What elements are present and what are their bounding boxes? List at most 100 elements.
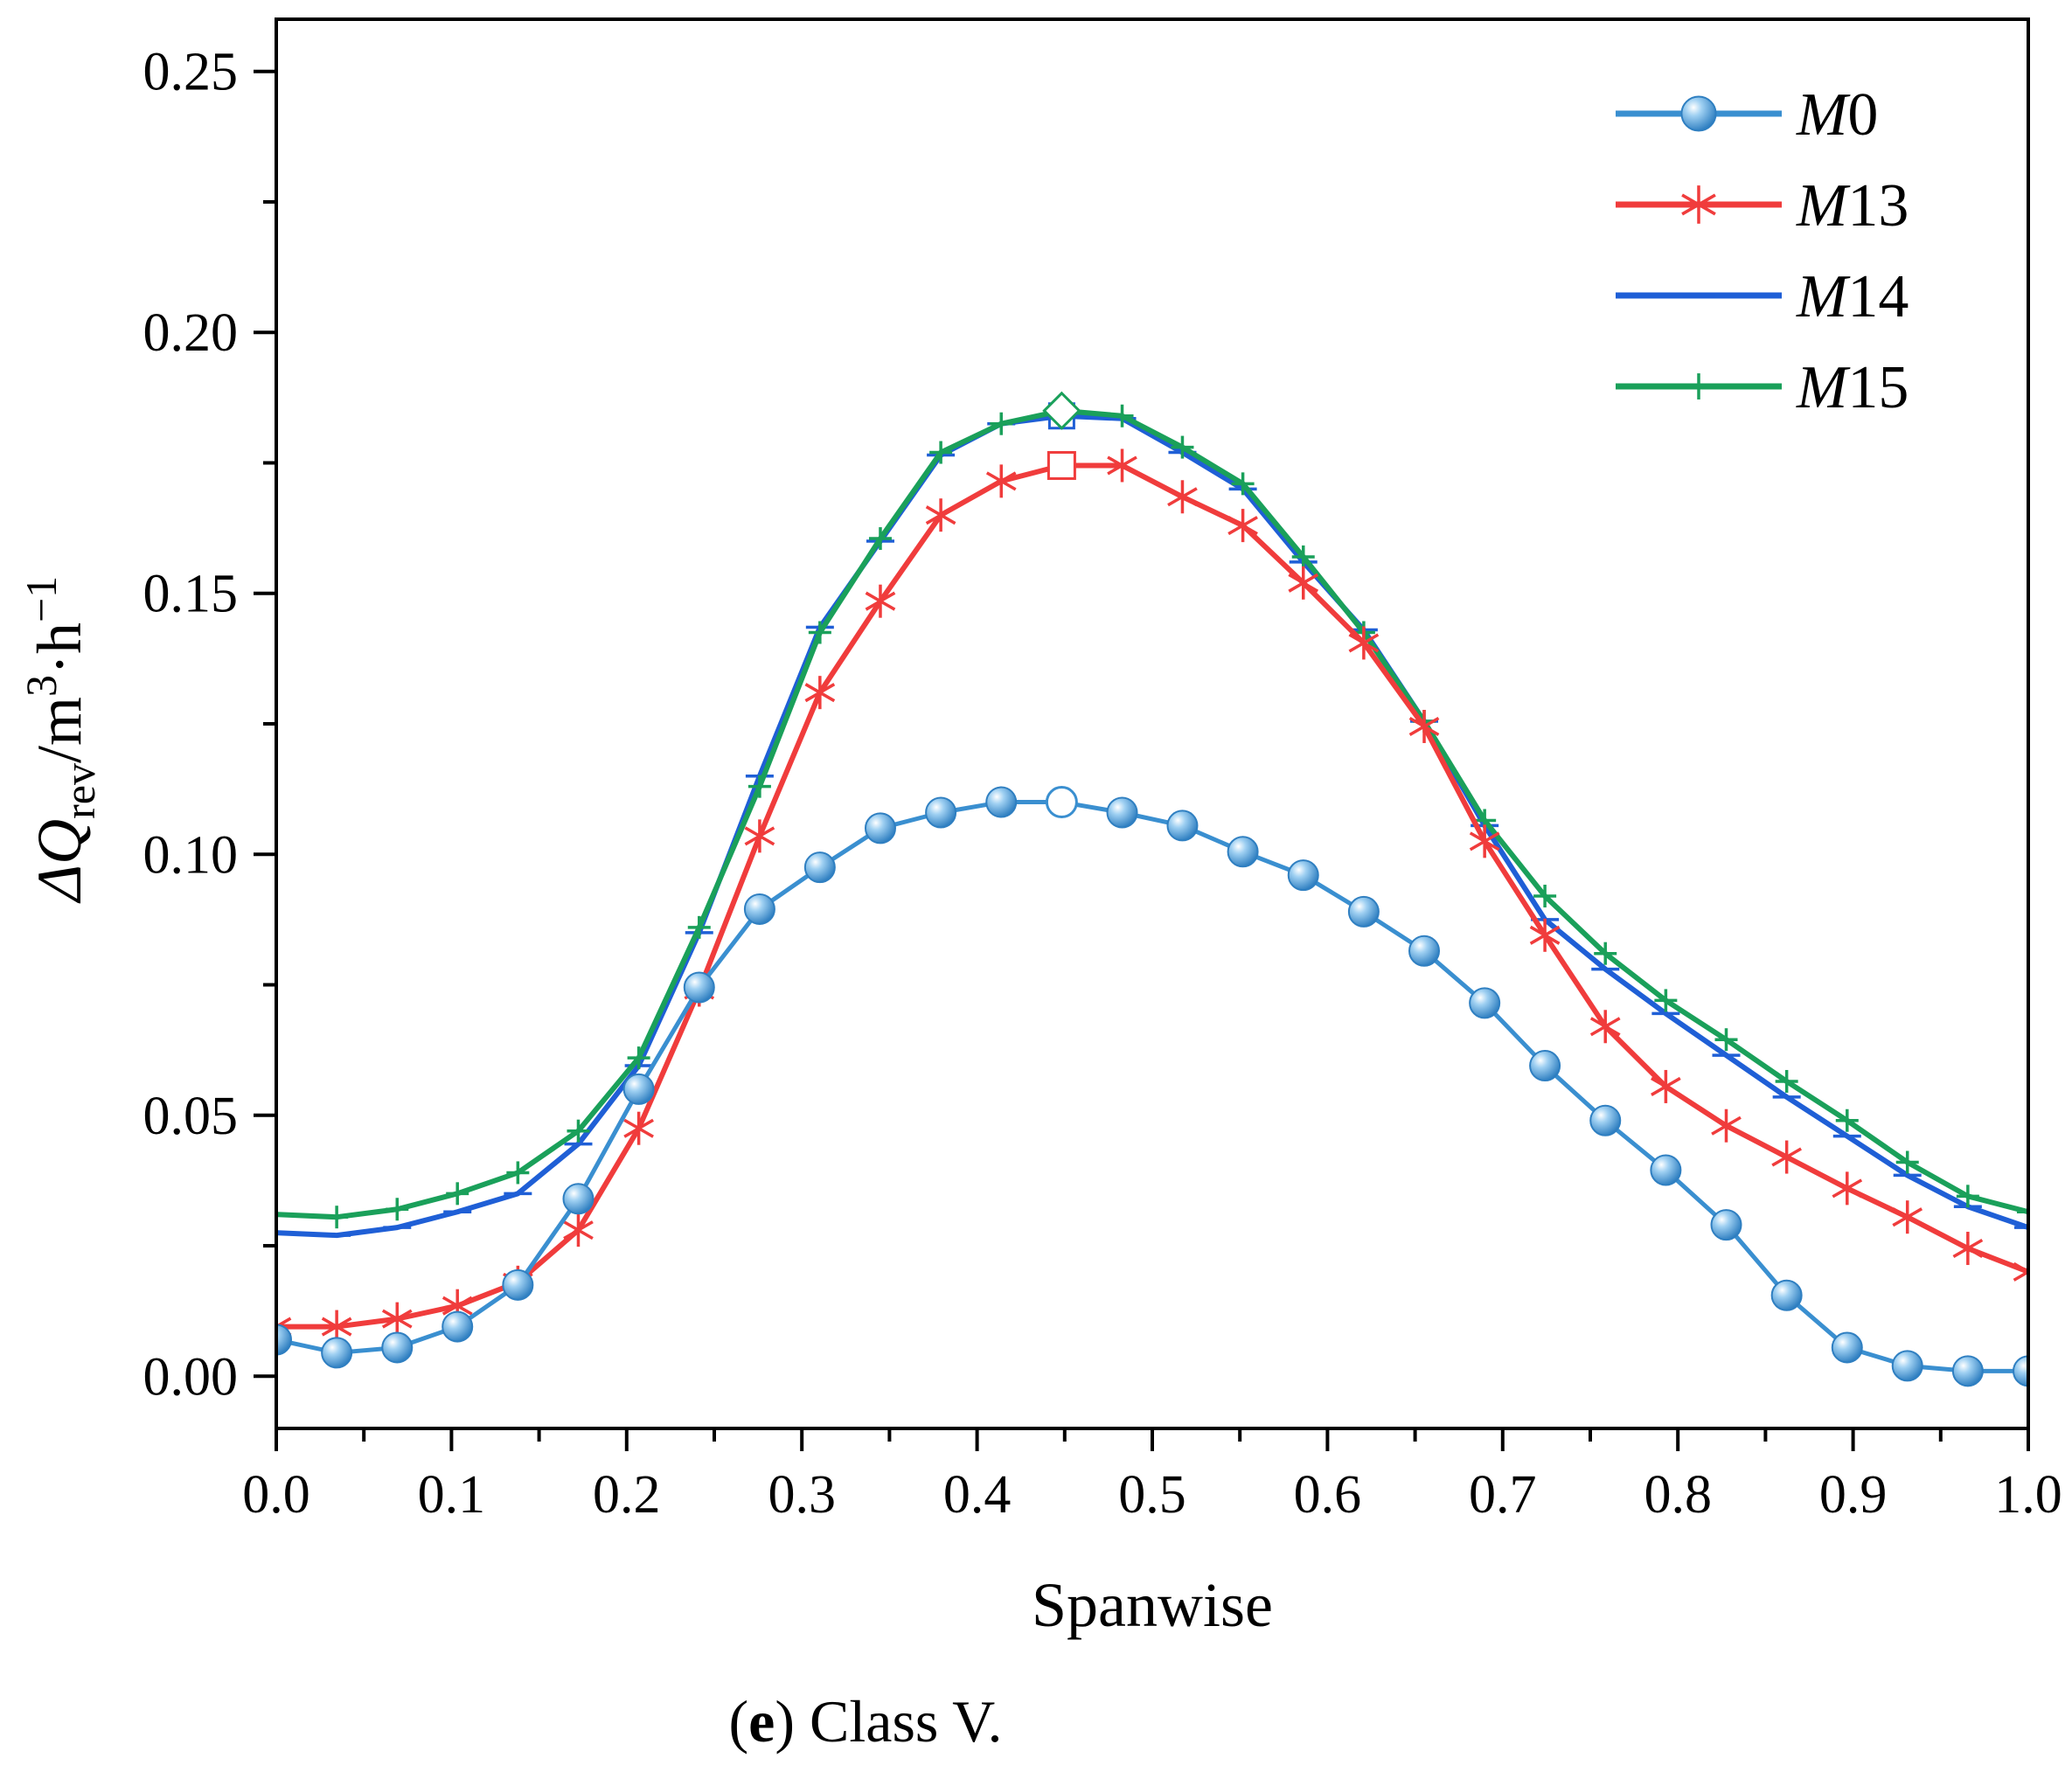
sphere-marker-body (1529, 1050, 1561, 1082)
sphere-marker-body (1469, 987, 1501, 1019)
caption-text: Class V. (810, 1688, 1003, 1755)
sphere-marker-body (1891, 1350, 1923, 1382)
data-point-m0 (562, 1183, 594, 1215)
x-tick-label: 1.0 (1994, 1465, 2062, 1525)
y-tick-label: 0.25 (143, 43, 239, 102)
series-line-m14 (278, 413, 2028, 1239)
data-point-m15 (1714, 1028, 1738, 1052)
asterisk-marker-stroke (1832, 1178, 1863, 1199)
legend-item-m15: M15 (1616, 354, 1909, 421)
asterisk-marker-stroke (744, 826, 775, 846)
asterisk-marker-stroke (1167, 487, 1198, 507)
series-line-m15 (278, 407, 2028, 1220)
sphere-marker-body (743, 893, 775, 925)
sphere-marker-body (1710, 1209, 1742, 1241)
data-point-m13 (623, 1111, 654, 1145)
data-point-m0 (278, 1324, 292, 1356)
asterisk-marker-stroke (1348, 633, 1380, 653)
data-point-m13 (381, 1302, 413, 1336)
data-point-m13 (1288, 566, 1319, 600)
data-point-m13 (1771, 1140, 1802, 1174)
legend-swatch-marker (1680, 95, 1717, 132)
caption-letter: e (748, 1688, 775, 1755)
peak-marker-m13 (1046, 450, 1076, 480)
x-tick-label: 0.0 (242, 1465, 310, 1525)
data-point-m13 (865, 584, 896, 618)
sphere-marker-body (1287, 859, 1319, 892)
x-tick-label: 0.6 (1294, 1465, 1362, 1525)
legend-label: M15 (1796, 354, 1909, 421)
sphere-marker-body (2013, 1355, 2028, 1387)
data-point-m13 (1469, 824, 1500, 858)
data-point-m0 (1710, 1209, 1742, 1241)
data-point-m15 (1110, 404, 1134, 427)
data-point-m0 (683, 971, 715, 1004)
y-tick-label: 0.20 (143, 303, 239, 363)
data-point-m15 (446, 1182, 469, 1206)
y-axis-title-unit: /m (24, 697, 94, 763)
asterisk-marker-stroke (2013, 1261, 2028, 1274)
x-tick-label: 0.8 (1644, 1465, 1712, 1525)
data-point-m13 (1892, 1200, 1923, 1234)
legend-item-m13: M13 (1616, 172, 1909, 240)
data-point-m15 (1775, 1069, 1798, 1093)
y-tick-label: 0.15 (143, 565, 239, 624)
data-point-m0 (1166, 810, 1199, 842)
data-point-m13 (1348, 626, 1380, 660)
series-m13 (278, 448, 2028, 1344)
asterisk-marker-stroke (321, 1317, 352, 1337)
sphere-marker-body (1951, 1355, 1984, 1387)
figure-caption: (e) Class V. (728, 1688, 1003, 1755)
data-point-m15 (386, 1198, 409, 1221)
y-axis-title-sup2: −1 (17, 576, 66, 622)
data-point-m13 (1651, 1069, 1681, 1103)
series-line-m0 (278, 800, 2028, 1373)
asterisk-marker-stroke (1952, 1239, 1984, 1259)
data-point-m0 (1469, 987, 1501, 1019)
sphere-marker-body (1106, 796, 1138, 829)
data-point-m15 (627, 1046, 650, 1070)
sphere-marker-body (321, 1337, 353, 1369)
series-m0 (278, 786, 2028, 1387)
data-point-m0 (381, 1331, 414, 1364)
data-point-m0 (1831, 1331, 1863, 1364)
x-tick-label: 0.3 (768, 1465, 836, 1525)
y-tick-label: 0.10 (143, 825, 239, 885)
x-tick-label: 0.1 (418, 1465, 486, 1525)
data-point-m15 (1291, 545, 1315, 568)
legend-label-rest: 14 (1847, 263, 1909, 330)
asterisk-marker-stroke (278, 1317, 292, 1328)
asterisk-marker-stroke (381, 1309, 413, 1329)
asterisk-marker-stroke (925, 505, 956, 525)
data-point-m13 (1408, 709, 1440, 743)
y-tick-label: 0.05 (143, 1087, 239, 1146)
data-point-m0 (442, 1310, 474, 1343)
data-point-m0 (1589, 1104, 1622, 1136)
y-tick-label: 0.00 (143, 1347, 239, 1407)
peak-marker-m0 (1045, 786, 1078, 819)
legend-label: M0 (1796, 81, 1878, 149)
sphere-marker-body (1770, 1279, 1803, 1311)
asterisk-marker-stroke (1711, 1115, 1742, 1136)
data-point-m0 (622, 1073, 655, 1105)
data-point-m13 (744, 819, 775, 853)
asterisk-marker-stroke (1681, 193, 1716, 216)
sphere-marker-body (803, 851, 836, 884)
sphere-marker-body (1589, 1104, 1622, 1136)
legend-label-rest: 13 (1847, 172, 1909, 240)
legend-label: M13 (1796, 172, 1909, 240)
data-point-m15 (687, 915, 711, 939)
data-point-m13 (1107, 448, 1137, 483)
asterisk-marker-stroke (623, 1118, 654, 1138)
legend-label-italic: M (1796, 263, 1851, 330)
data-point-m0 (1529, 1050, 1561, 1082)
x-tick-label: 0.9 (1819, 1465, 1888, 1525)
legend-item-m0: M0 (1616, 81, 1878, 149)
caption-close-paren: ) (775, 1688, 796, 1755)
data-point-m15 (2017, 1200, 2028, 1224)
data-point-m15 (278, 1213, 288, 1216)
asterisk-marker-stroke (1589, 1017, 1621, 1037)
sphere-marker-body (1680, 95, 1717, 132)
data-point-m13 (1589, 1010, 1621, 1044)
